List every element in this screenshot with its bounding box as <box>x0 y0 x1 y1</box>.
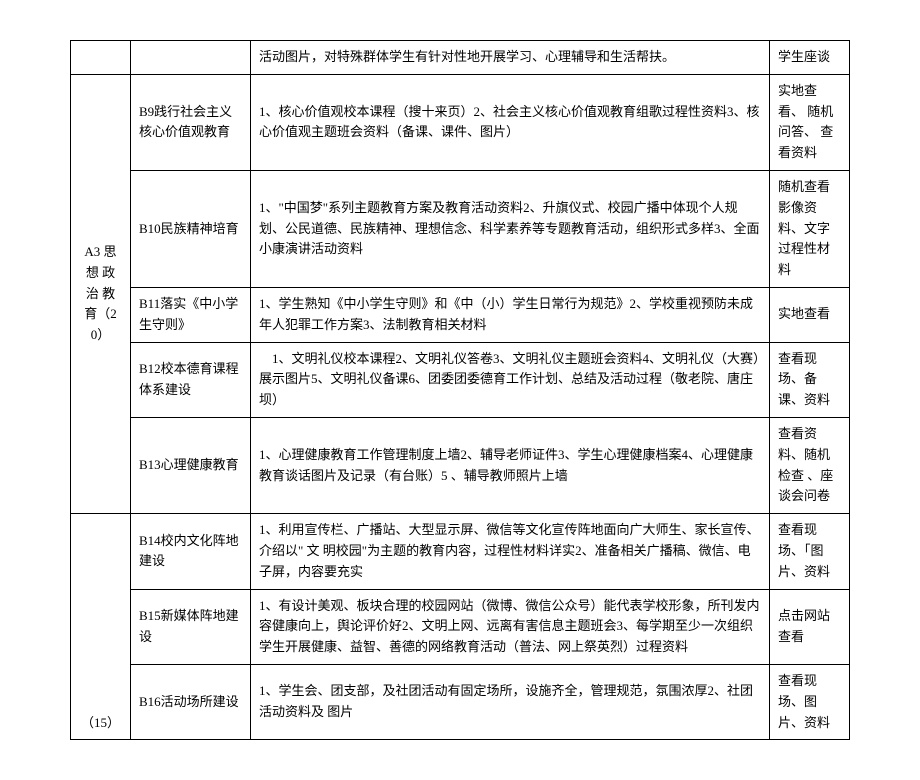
method-cell: 查看现场、备课、资料 <box>770 342 850 417</box>
table-row: 活动图片，对特殊群体学生有针对性地开展学习、心理辅导和生活帮扶。学生座谈 <box>71 41 850 75</box>
subcategory-cell: B16活动场所建设 <box>131 664 251 739</box>
subcategory-cell: B12校本德育课程体系建设 <box>131 342 251 417</box>
method-cell: 查看现场、图片、资料 <box>770 664 850 739</box>
content-cell: 1、学生会、团支部，及社团活动有固定场所，设施齐全，管理规范，氛围浓厚2、社团活… <box>251 664 770 739</box>
category-cell <box>71 41 131 75</box>
content-cell: 1、利用宣传栏、广播站、大型显示屏、微信等文化宣传阵地面向广大师生、家长宣传、介… <box>251 514 770 589</box>
method-cell: 点击网站查看 <box>770 589 850 664</box>
method-cell: 实地查看 <box>770 287 850 342</box>
subcategory-cell: B13心理健康教育 <box>131 417 251 513</box>
method-cell: 查看现场、「图片、资料 <box>770 514 850 589</box>
table-row: （15）B14校内文化阵地建设1、利用宣传栏、广播站、大型显示屏、微信等文化宣传… <box>71 514 850 589</box>
content-cell: 1、心理健康教育工作管理制度上墙2、辅导老师证件3、学生心理健康档案4、心理健康… <box>251 417 770 513</box>
table-row: B15新媒体阵地建设1、有设计美观、板块合理的校园网站（微博、微信公众号）能代表… <box>71 589 850 664</box>
table-row: A3 思 想 政 治 教 育（20）B9践行社会主义核心价值观教育1、核心价值观… <box>71 74 850 170</box>
method-cell: 实地查看、 随机问答、 查看资料 <box>770 74 850 170</box>
content-cell: 1、文明礼仪校本课程2、文明礼仪答卷3、文明礼仪主题班会资料4、文明礼仪（大赛）… <box>251 342 770 417</box>
content-cell: 1、核心价值观校本课程（搜十来页）2、社会主义核心价值观教育组歌过程性资料3、核… <box>251 74 770 170</box>
content-cell: 1、有设计美观、板块合理的校园网站（微博、微信公众号）能代表学校形象，所刊发内容… <box>251 589 770 664</box>
table-row: B11落实《中小学生守则》1、学生熟知《中小学生守则》和《中（小）学生日常行为规… <box>71 287 850 342</box>
subcategory-cell: B11落实《中小学生守则》 <box>131 287 251 342</box>
content-cell: 1、"中国梦"系列主题教育方案及教育活动资料2、升旗仪式、校园广播中体现个人规划… <box>251 170 770 287</box>
table-row: B10民族精神培育1、"中国梦"系列主题教育方案及教育活动资料2、升旗仪式、校园… <box>71 170 850 287</box>
table-row: B13心理健康教育1、心理健康教育工作管理制度上墙2、辅导老师证件3、学生心理健… <box>71 417 850 513</box>
evaluation-table: 活动图片，对特殊群体学生有针对性地开展学习、心理辅导和生活帮扶。学生座谈A3 思… <box>70 40 850 740</box>
method-cell: 随机查看影像资料、文字过程性材料 <box>770 170 850 287</box>
content-cell: 1、学生熟知《中小学生守则》和《中（小）学生日常行为规范》2、学校重视预防未成年… <box>251 287 770 342</box>
table-row: B12校本德育课程体系建设 1、文明礼仪校本课程2、文明礼仪答卷3、文明礼仪主题… <box>71 342 850 417</box>
method-cell: 查看资料、随机检查 、座谈会问卷 <box>770 417 850 513</box>
content-cell: 活动图片，对特殊群体学生有针对性地开展学习、心理辅导和生活帮扶。 <box>251 41 770 75</box>
category-cell: （15） <box>71 514 131 740</box>
subcategory-cell: B10民族精神培育 <box>131 170 251 287</box>
subcategory-cell <box>131 41 251 75</box>
subcategory-cell: B15新媒体阵地建设 <box>131 589 251 664</box>
subcategory-cell: B9践行社会主义核心价值观教育 <box>131 74 251 170</box>
table-row: B16活动场所建设1、学生会、团支部，及社团活动有固定场所，设施齐全，管理规范，… <box>71 664 850 739</box>
method-cell: 学生座谈 <box>770 41 850 75</box>
category-cell: A3 思 想 政 治 教 育（20） <box>71 74 131 513</box>
subcategory-cell: B14校内文化阵地建设 <box>131 514 251 589</box>
